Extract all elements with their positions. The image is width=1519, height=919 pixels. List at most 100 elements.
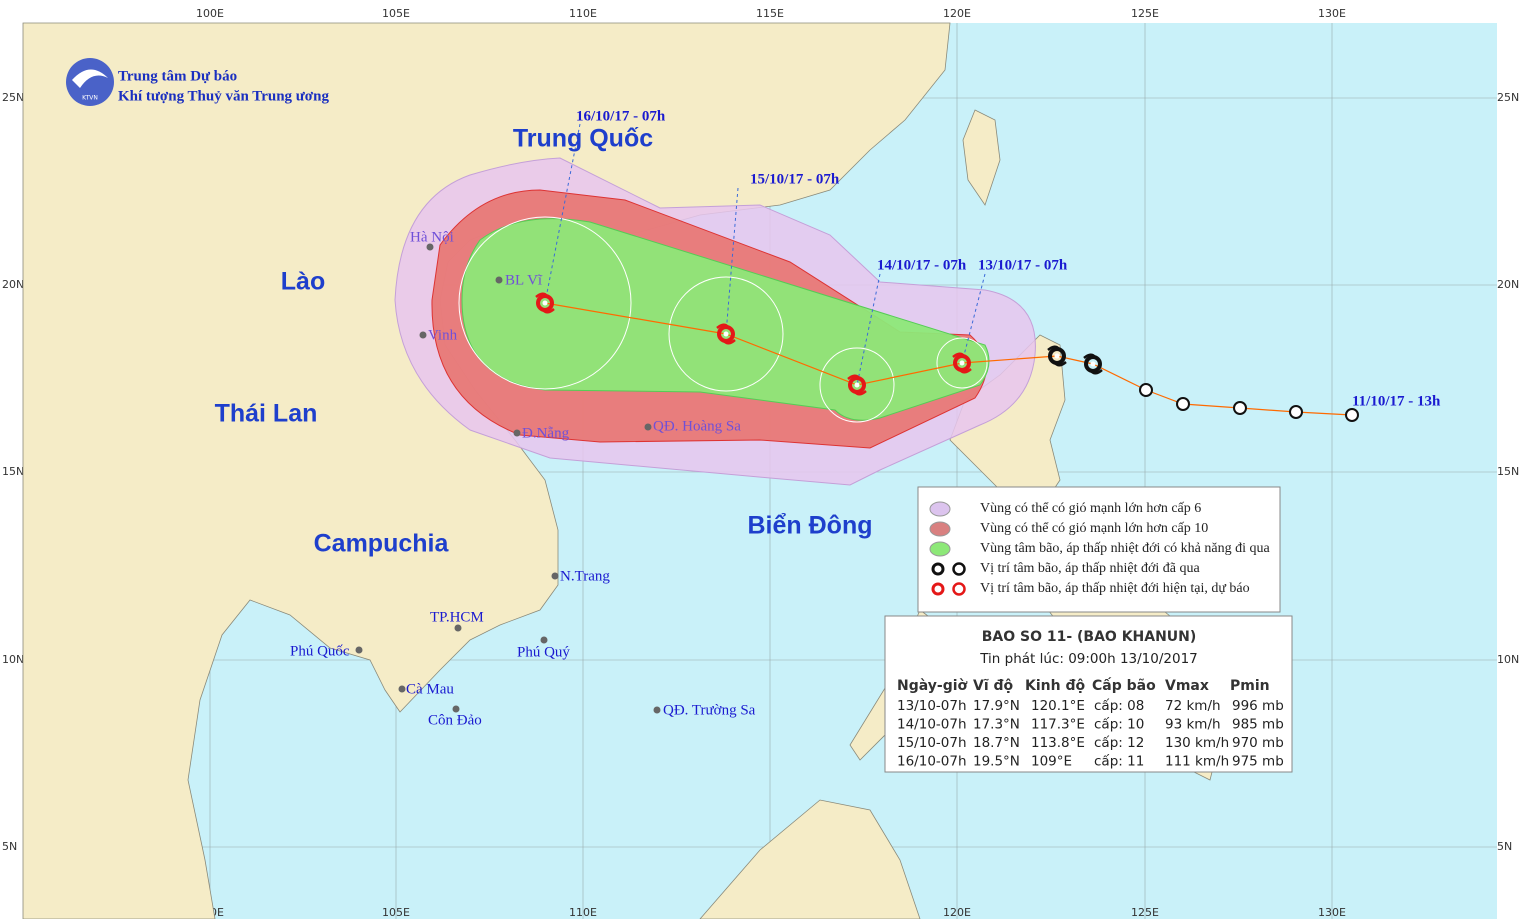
lon-label: 125E — [1131, 906, 1159, 919]
place-dot — [495, 276, 503, 284]
storm-swirl — [542, 308, 555, 314]
storm-position — [717, 325, 735, 343]
place-dot — [540, 636, 548, 644]
lat-label: 20N — [2, 278, 24, 291]
storm-swirl — [959, 368, 972, 374]
column-header: Vmax — [1165, 678, 1209, 694]
storm-eye — [959, 360, 965, 366]
place-label: TP.HCM — [430, 609, 484, 625]
table-cell: cấp: 12 — [1094, 735, 1144, 751]
legend-swatch — [929, 541, 951, 557]
center-zone — [461, 218, 990, 421]
legend-symbol — [952, 582, 966, 596]
place-dot — [653, 706, 661, 714]
lon-label: 130E — [1318, 906, 1346, 919]
lat-label: 5N — [1497, 840, 1512, 853]
legend-swatch — [929, 501, 951, 517]
table-cell: cấp: 10 — [1094, 717, 1144, 733]
storm-swirl — [1090, 369, 1103, 375]
table-cell: 113.8°E — [1031, 735, 1085, 751]
borneo — [699, 799, 921, 919]
label-leaders — [544, 123, 986, 386]
place-label: QĐ. Hoàng Sa — [653, 418, 741, 434]
legend-symbol — [931, 562, 945, 576]
storm-swirl — [1047, 345, 1060, 351]
lat-label: 15N — [1497, 465, 1519, 478]
place-dot — [454, 624, 462, 632]
place-label: Phú Quý — [517, 644, 570, 660]
legend-symbol — [931, 582, 945, 596]
place-dot — [452, 705, 460, 713]
lon-label: 110E — [569, 7, 597, 20]
lat-label: 5N — [2, 840, 17, 853]
table-cell: 17.3°N — [973, 717, 1020, 733]
storm-eye — [854, 382, 860, 388]
storm-swirl — [952, 352, 965, 358]
legend-label: Vùng tâm bão, áp thấp nhiệt đới có khả n… — [980, 541, 1270, 556]
place-dot — [513, 429, 521, 437]
past-position — [1176, 397, 1190, 411]
table-cell: 970 mb — [1232, 735, 1284, 751]
bulletin-table: Ngày-giờ Vĩ độ Kinh độ Cấp bão Vmax Pmin 13/10… — [897, 677, 1284, 770]
lon-label: 115E — [756, 7, 784, 20]
place-dot — [419, 331, 427, 339]
leader-line — [856, 273, 881, 386]
legend-swatch — [929, 521, 951, 537]
storm-swirl — [716, 323, 729, 329]
radius-circle — [819, 347, 895, 423]
lat-label: 10N — [1497, 653, 1519, 666]
track-label: 11/10/17 - 13h — [1352, 393, 1441, 409]
storm-eye — [723, 331, 729, 337]
logo — [66, 58, 114, 106]
lon-label: 100E — [196, 7, 224, 20]
table-cell: 14/10-07h — [897, 717, 967, 733]
lon-label: 120E — [943, 906, 971, 919]
place-label: Vinh — [428, 327, 458, 343]
place-dot — [426, 243, 434, 251]
lat-label: 25N — [2, 91, 24, 104]
table-cell: 13/10-07h — [897, 698, 967, 714]
bulletin-title: BAO SO 11- (BAO KHANUN) — [982, 629, 1197, 645]
radius-circle — [458, 216, 632, 390]
lon-label: 130E — [1318, 7, 1346, 20]
table-cell: 117.3°E — [1031, 717, 1085, 733]
place-dot — [644, 423, 652, 431]
leader-line — [544, 123, 581, 304]
lat-label: 25N — [1497, 91, 1519, 104]
table-cell: 15/10-07h — [897, 735, 967, 751]
storm-swirl — [535, 292, 548, 298]
column-header: Pmin — [1230, 678, 1270, 694]
agency-name: Trung tâm Dự báo — [118, 68, 237, 84]
mainland — [22, 22, 951, 919]
leader-line — [725, 187, 739, 335]
table-cell: 19.5°N — [973, 754, 1020, 770]
region-label: Thái Lan — [215, 400, 318, 428]
radius-circle — [668, 276, 784, 392]
storm-swirl — [1083, 353, 1096, 359]
track-label: 15/10/17 - 07h — [750, 171, 840, 187]
legend-label: Vị trí tâm bão, áp thấp nhiệt đới hiện t… — [980, 581, 1250, 596]
column-header: Kinh độ — [1025, 678, 1085, 694]
table-cell: 996 mb — [1232, 698, 1284, 714]
table-cell: cấp: 11 — [1094, 754, 1144, 770]
table-cell: 985 mb — [1232, 717, 1284, 733]
legend-label: Vùng có thể có gió mạnh lớn hơn cấp 6 — [980, 501, 1201, 516]
region-label: Lào — [281, 268, 325, 296]
lon-label: 105E — [382, 906, 410, 919]
storm-position — [953, 354, 971, 372]
lon-label: 105E — [382, 7, 410, 20]
table-cell: cấp: 08 — [1094, 698, 1144, 714]
table-cell: 93 km/h — [1165, 717, 1221, 733]
column-header: Cấp bão — [1092, 677, 1156, 694]
lon-label: 125E — [1131, 7, 1159, 20]
place-dot — [398, 685, 406, 693]
storm-markers — [535, 292, 1359, 422]
storm-swirl — [723, 339, 736, 345]
region-label: Campuchia — [314, 530, 450, 558]
storm-position — [536, 294, 554, 312]
legend-label: Vùng có thể có gió mạnh lớn hơn cấp 10 — [980, 521, 1208, 536]
place-label: Côn Đảo — [428, 712, 482, 728]
storm-swirl — [1054, 361, 1067, 367]
